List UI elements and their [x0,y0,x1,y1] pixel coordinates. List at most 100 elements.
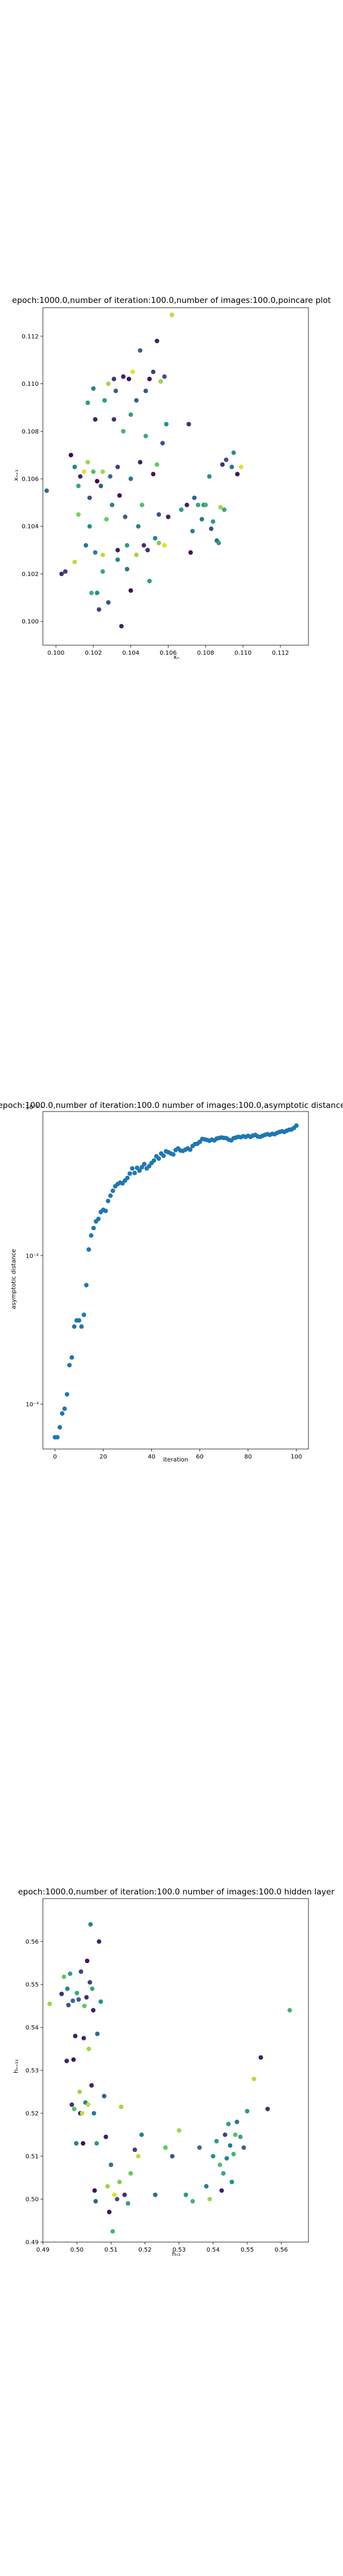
data-point [64,1392,70,1397]
data-point [151,1158,157,1163]
data-point [117,493,122,498]
data-point [91,2008,96,2012]
data-point [171,1152,176,1157]
data-point [156,512,161,517]
data-point [208,526,214,531]
data-point [132,1171,137,1175]
y-tick-label: 10⁻² [26,1253,39,1259]
data-point [95,479,99,484]
data-point [239,465,244,469]
chart-title: epoch:1000.0,number of iteration:100.0 n… [18,1887,335,1897]
data-point [136,524,141,529]
data-point [132,2147,138,2152]
data-point [100,552,105,558]
data-point [139,503,145,507]
data-point [87,524,92,529]
x-tick-label: 0.53 [173,2247,186,2253]
data-point [105,2184,110,2189]
data-point [108,474,113,479]
data-point [85,400,91,405]
x-tick-label: 0.106 [160,650,177,657]
data-point [78,474,83,479]
data-point [154,339,160,343]
data-point [238,2134,243,2140]
data-point [96,1939,102,1944]
data-point [98,484,104,488]
data-point [82,1312,86,1317]
data-point [122,2193,127,2197]
data-point [111,376,117,382]
data-point [211,519,216,524]
y-tick-label: 0.102 [21,571,39,578]
x-tick-label: 0.112 [272,650,289,657]
data-point [88,1980,92,1985]
data-point [67,1363,72,1368]
data-point [130,369,135,374]
x-tick-label: 0.49 [36,2247,49,2253]
data-point [128,412,133,417]
data-point [224,2156,229,2161]
data-point [220,462,225,467]
data-point [231,450,236,455]
data-point [59,1992,64,1996]
data-point [123,514,127,519]
data-point [77,1318,82,1323]
data-point [92,2188,97,2193]
data-point [67,1971,73,1976]
data-point [186,422,191,427]
data-point [143,388,148,394]
x-tick-label: 0.104 [122,650,139,657]
x-axis-label: hₙ₁ [172,2251,180,2258]
data-point [84,1283,89,1287]
data-point [93,417,98,422]
data-point [88,1922,93,1927]
x-tick-label: 0.55 [241,2247,254,2253]
data-point [57,1425,63,1430]
x-tick-label: 100 [291,1454,302,1460]
data-point [44,488,49,493]
data-point [98,1999,104,2004]
data-point [195,503,201,507]
data-point [207,474,212,479]
data-point [158,379,163,384]
y-tick-label: 0.55 [26,1982,39,1989]
data-point [185,503,189,507]
x-tick-label: 0.54 [207,2247,220,2253]
data-point [138,460,143,465]
data-point [61,1974,67,1979]
y-tick-label: 0.112 [21,333,39,340]
data-point [146,1163,152,1169]
data-point [66,2002,71,2008]
data-point [76,484,81,488]
data-point [169,312,174,317]
data-point [139,2132,144,2137]
data-point [91,469,96,474]
data-point [127,1171,132,1176]
data-point [163,2145,168,2150]
data-point [95,2032,100,2036]
data-point [119,2104,124,2109]
data-point [71,2107,77,2111]
plot-axes: 0.49 0.50 0.51 0.52 0.53 0.54 0.55 0.56 0.49 0.50… [26,1898,309,2253]
data-point [197,2145,202,2150]
data-point [86,1247,91,1252]
data-point [63,569,68,574]
data-point [188,1147,193,1152]
data-point [79,1969,83,1974]
y-tick-label: 10⁻¹ [26,1104,39,1111]
data-point [111,417,117,422]
data-point [86,2046,91,2051]
asymptotic-distance-chart: epoch:1000.0,number of iteration:100.0 n… [0,1101,343,1463]
data-point [145,547,150,553]
data-point [112,2193,117,2197]
data-point [103,1208,108,1213]
data-point [142,1162,147,1166]
data-point [152,535,158,541]
data-point [125,1175,130,1181]
data-point [147,578,152,584]
data-point [64,2058,69,2063]
data-point [93,2199,98,2204]
data-point [188,550,193,555]
plot-frame [42,1898,309,2243]
data-point [79,1324,84,1329]
